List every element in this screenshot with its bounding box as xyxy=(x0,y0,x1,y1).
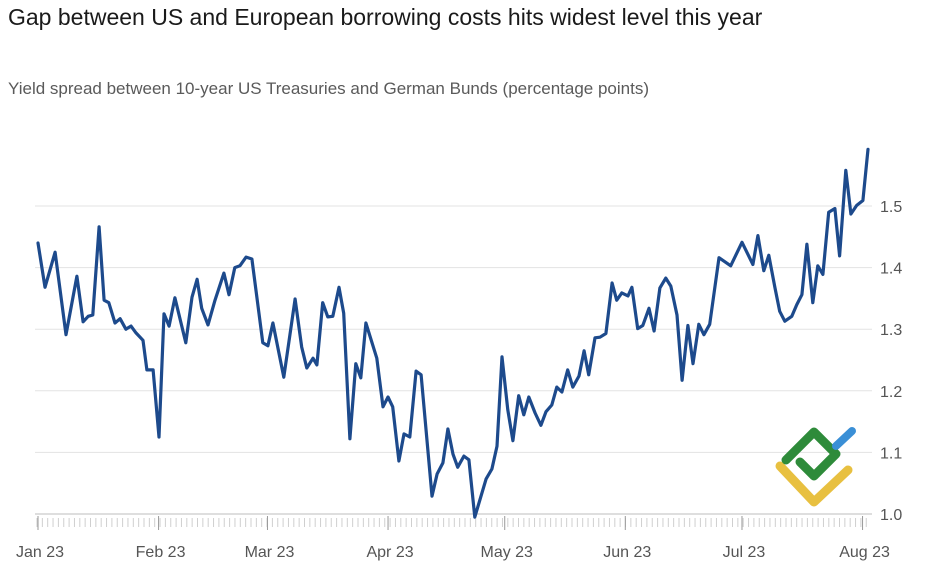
spread-series-line xyxy=(36,147,870,519)
x-tick-label: Mar 23 xyxy=(245,544,295,561)
y-tick-label: 1.1 xyxy=(880,445,902,462)
x-tick-label: Feb 23 xyxy=(136,544,186,561)
x-tick-label: Jan 23 xyxy=(16,544,64,561)
chart-subtitle: Yield spread between 10-year US Treasuri… xyxy=(8,79,650,98)
x-tick-label: Jul 23 xyxy=(723,544,766,561)
x-tick-label: Jun 23 xyxy=(603,544,651,561)
x-tick-label: Aug 23 xyxy=(839,544,890,561)
y-tick-label: 1.5 xyxy=(880,199,902,216)
x-tick-label: Apr 23 xyxy=(366,544,413,561)
y-tick-label: 1.4 xyxy=(880,261,902,278)
y-axis-labels: 1.0 1.1 1.2 1.3 1.4 1.5 xyxy=(880,199,902,524)
x-axis-ticks xyxy=(36,516,867,530)
x-tick-label: May 23 xyxy=(480,544,533,561)
y-tick-label: 1.2 xyxy=(880,384,902,401)
x-axis-labels: Jan 23 Feb 23 Mar 23 Apr 23 May 23 Jun 23 Jul … xyxy=(16,544,890,561)
chart-title: Gap between US and European borrowing co… xyxy=(8,4,763,30)
y-tick-label: 1.0 xyxy=(880,507,902,524)
watermark-logo-icon xyxy=(775,427,856,507)
y-tick-label: 1.3 xyxy=(880,322,902,339)
